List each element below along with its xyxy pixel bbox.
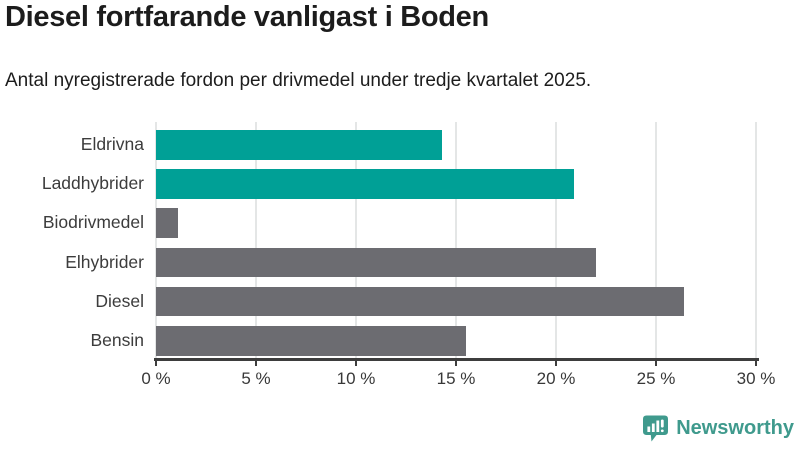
chart-subtitle: Antal nyregistrerade fordon per drivmede… (5, 70, 592, 91)
bar (156, 326, 466, 356)
newsworthy-logo: Newsworthy (642, 414, 794, 443)
bar (156, 286, 684, 317)
x-tick-label: 5 % (241, 369, 271, 388)
axis-tick (255, 358, 257, 366)
x-tick-label: 0 % (141, 369, 171, 388)
axis-tick (155, 358, 157, 366)
category-label: Bensin (90, 330, 144, 350)
category-label: Diesel (95, 290, 144, 311)
bar (156, 208, 178, 238)
x-tick-label: 10 % (336, 369, 376, 388)
x-tick-label: 20 % (536, 369, 576, 388)
category-label: Elhybrider (65, 251, 144, 272)
bar (156, 130, 442, 160)
newsworthy-logo-text: Newsworthy (676, 417, 794, 439)
axis-tick (355, 358, 357, 366)
gridline (355, 122, 357, 358)
axis-tick (455, 358, 457, 366)
bar (156, 169, 574, 199)
x-tick-label: 15 % (436, 369, 476, 388)
chart-title: Diesel fortfarande vanligast i Boden (5, 1, 489, 33)
axis-tick (755, 358, 757, 366)
gridline (255, 122, 257, 358)
category-label: Biodrivmedel (42, 212, 144, 233)
bar-chart-speech-bubble-icon (643, 415, 669, 442)
x-tick-label: 30 % (736, 369, 776, 388)
axis-tick (655, 358, 657, 366)
gridline (655, 122, 657, 358)
category-label: Laddhybrider (41, 173, 144, 194)
bar (156, 247, 596, 278)
axis-tick (555, 358, 557, 366)
gridline (755, 122, 757, 358)
gridline (555, 122, 557, 358)
category-label: Eldrivna (80, 134, 144, 154)
gridline (155, 122, 157, 358)
x-axis-line (154, 358, 759, 361)
gridline (455, 122, 457, 358)
x-tick-label: 25 % (636, 369, 676, 388)
